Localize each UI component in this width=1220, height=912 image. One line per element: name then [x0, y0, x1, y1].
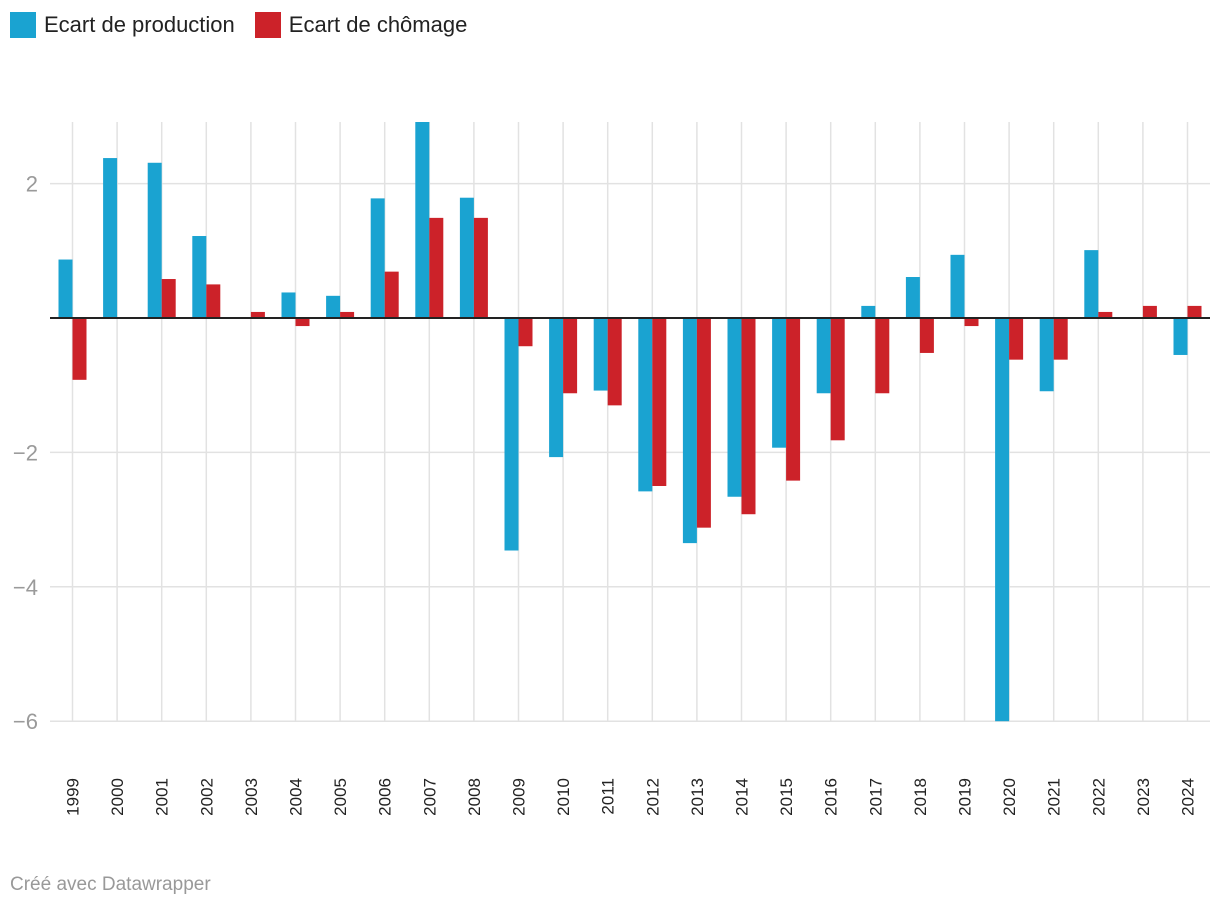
y-tick-label: −2: [13, 440, 38, 465]
bar-production: [727, 318, 742, 497]
bar-chomage: [964, 318, 979, 327]
bar-production: [1039, 318, 1054, 392]
bar-production: [772, 318, 787, 448]
bar-production: [459, 197, 474, 318]
x-tick-label: 2001: [153, 778, 172, 816]
x-tick-label: 2017: [866, 778, 885, 816]
bar-chomage: [384, 271, 399, 318]
x-tick-label: 1999: [64, 778, 83, 816]
bar-chomage: [875, 318, 890, 394]
bar-production: [192, 236, 207, 318]
footer-credit: Créé avec Datawrapper: [10, 874, 211, 895]
bar-production: [549, 318, 564, 458]
x-tick-label: 2009: [510, 778, 529, 816]
bar-chomage: [1098, 311, 1113, 318]
bar-chomage: [250, 311, 265, 318]
bar-production: [816, 318, 831, 394]
legend-label-production: Ecart de production: [44, 12, 235, 37]
bar-production: [326, 295, 341, 318]
x-tick-label: 2006: [376, 778, 395, 816]
bar-chomage: [206, 284, 221, 318]
x-tick-label: 2022: [1089, 778, 1108, 816]
x-tick-label: 2020: [1000, 778, 1019, 816]
legend-item-chomage: Ecart de chômage: [254, 12, 468, 38]
bar-production: [370, 198, 385, 318]
bar-chomage: [161, 279, 176, 318]
x-tick-label: 2005: [331, 778, 350, 816]
x-tick-label: 2012: [643, 778, 662, 816]
x-tick-label: 2023: [1134, 778, 1153, 816]
bar-production: [58, 259, 73, 318]
x-tick-label: 2015: [777, 778, 796, 816]
x-tick-label: 2008: [465, 778, 484, 816]
bar-production: [950, 254, 965, 318]
bar-chomage: [1142, 305, 1157, 318]
bar-chomage: [473, 217, 488, 318]
x-tick-label: 2003: [242, 778, 261, 816]
bar-production: [103, 158, 118, 318]
bar-production: [1173, 318, 1188, 355]
bar-production: [415, 122, 430, 318]
bar-chomage: [429, 217, 444, 318]
bar-chomage: [652, 318, 667, 486]
bar-chomage: [518, 318, 533, 347]
x-tick-label: 2004: [287, 778, 306, 816]
bar-production: [638, 318, 653, 492]
y-tick-label: 2: [26, 172, 38, 197]
bar-production: [905, 277, 920, 318]
x-tick-label: 2021: [1045, 778, 1064, 816]
bar-chomage: [607, 318, 622, 406]
y-tick-label: −6: [13, 709, 38, 734]
x-tick-label: 2024: [1179, 778, 1198, 816]
legend-item-production: Ecart de production: [10, 12, 235, 38]
bar-chomage: [786, 318, 801, 481]
bar-chomage: [72, 318, 87, 380]
y-tick-label: −4: [13, 575, 38, 600]
bar-production: [682, 318, 697, 544]
bar-chomage: [741, 318, 756, 515]
bar-chomage: [830, 318, 845, 441]
legend-swatch-production: [10, 12, 36, 38]
bar-chomage: [1187, 305, 1202, 318]
x-tick-label: 2010: [554, 778, 573, 816]
bar-chomage: [295, 318, 310, 327]
x-tick-label: 2016: [822, 778, 841, 816]
bar-chomage: [919, 318, 934, 353]
bar-production: [281, 292, 296, 318]
bar-chomage: [1009, 318, 1024, 360]
x-tick-label: 2007: [420, 778, 439, 816]
bar-chomage: [340, 311, 355, 318]
legend-swatch-chomage: [254, 12, 281, 38]
x-tick-label: 2014: [733, 778, 752, 816]
x-tick-label: 2018: [911, 778, 930, 816]
bar-chomage: [563, 318, 578, 394]
bar-production: [1084, 250, 1099, 318]
bar-production: [504, 318, 519, 551]
x-tick-label: 2019: [956, 778, 975, 816]
bar-chomage: [696, 318, 711, 528]
legend-label-chomage: Ecart de chômage: [288, 12, 468, 37]
x-tick-label: 2011: [599, 778, 618, 815]
legend: Ecart de production Ecart de chômage: [10, 12, 467, 38]
bar-production: [147, 162, 162, 318]
x-tick-label: 2000: [108, 778, 127, 816]
bar-production: [861, 305, 876, 318]
bar-production: [995, 318, 1010, 722]
x-tick-label: 2013: [688, 778, 707, 816]
bar-chomage: [1053, 318, 1068, 360]
x-tick-label: 2002: [197, 778, 216, 816]
bar-production: [593, 318, 608, 391]
